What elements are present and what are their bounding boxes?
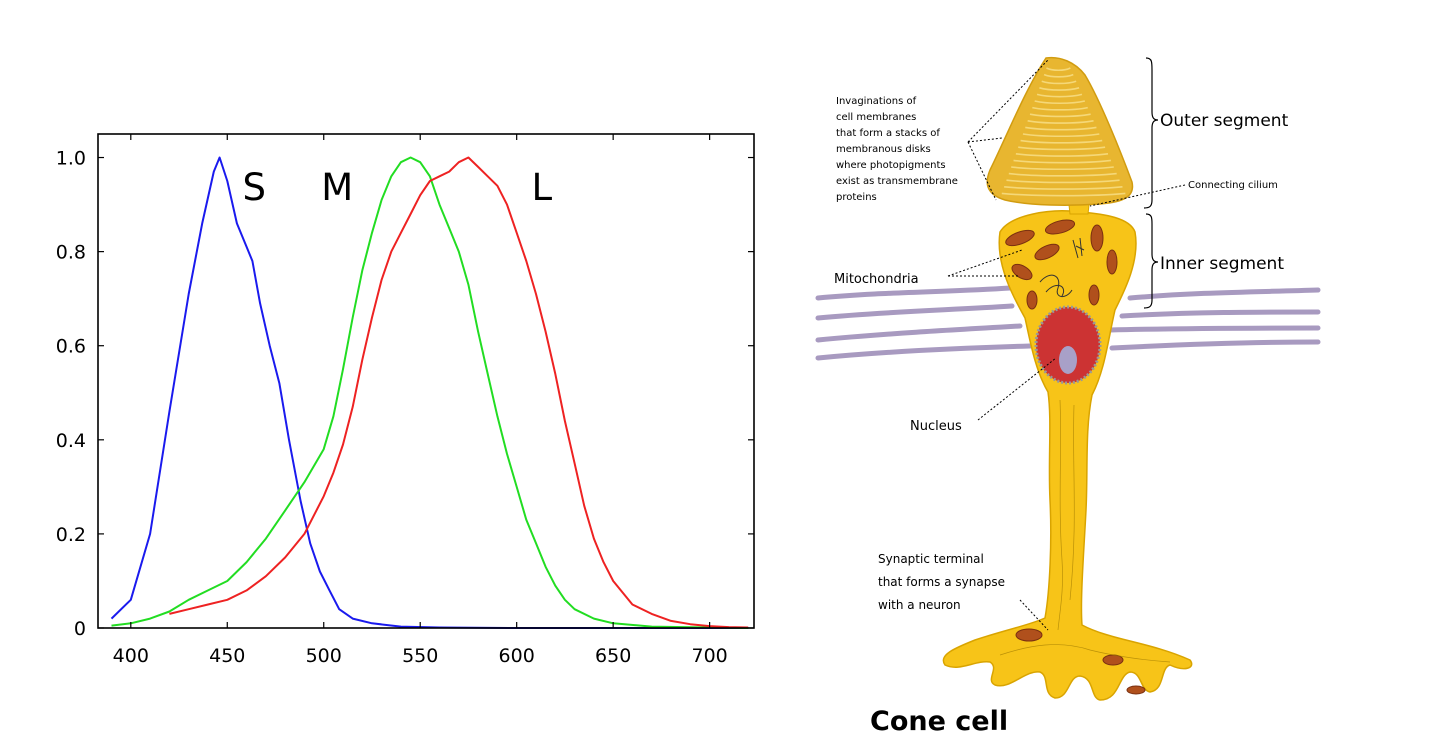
membranous-disk [1041,80,1077,85]
membranous-disk [1034,100,1086,105]
leader-lines [947,59,1186,631]
nucleus-membrane [1034,305,1102,385]
mitochondrion [1015,628,1043,642]
cone-cell-title: Cone cell [870,706,1008,737]
inner-segment-label: Inner segment [1160,254,1284,274]
x-tick-label: 600 [499,645,535,667]
mitochondrion [1034,243,1060,261]
mitochondrion [1088,284,1100,306]
outer-segment-label: Outer segment [1160,111,1289,131]
series-line-s [110,156,749,629]
nucleus-label: Nucleus [910,419,962,434]
mitochondria-label: Mitochondria [834,272,919,287]
synaptic-terminal-label: Synaptic terminal that forms a synapse w… [878,552,1009,612]
plot-frame [97,133,755,629]
mitochondrion [1106,249,1118,275]
membranous-disk [1018,146,1106,151]
membranous-disk [1008,172,1117,177]
series-label-l: L [531,166,552,209]
cell-body [942,210,1193,701]
membranous-disk [1027,120,1094,124]
y-tick-label: 0.6 [56,336,86,358]
y-tick-label: 0.2 [56,524,86,546]
membranous-disk [1036,93,1083,98]
golgi-apparatus [1039,237,1085,297]
cone-labels: Invaginations of cell membranes that for… [834,96,1289,737]
membranous-disk [1015,153,1109,157]
membranous-disk [1013,159,1111,164]
series-label-m: M [321,166,353,209]
membranous-disk [1025,126,1097,131]
x-tick-label: 400 [113,645,149,667]
membranous-disk [1046,67,1071,72]
connecting-cilium-label: Connecting cilium [1188,180,1278,191]
y-tick-label: 0.4 [56,430,86,452]
x-tick-label: 500 [306,645,342,667]
membranous-disk [1032,106,1088,111]
membranous-disk [1004,186,1123,190]
membranous-disk [1020,139,1103,144]
spectral-sensitivity-chart: 400 450 500 550 600 650 700 0 0.2 0.4 0.6 0.8 1.0 S M… [56,133,755,667]
axon-texture [999,399,1171,663]
x-tick-label: 550 [402,645,438,667]
membranous-disk [1011,166,1114,171]
nucleolus [1059,346,1077,374]
x-tick-label: 700 [691,645,727,667]
mitochondrion [1044,219,1076,235]
y-tick-label: 1.0 [56,148,86,170]
cone-cell-diagram: Invaginations of cell membranes that for… [815,56,1321,737]
invaginations-label: Invaginations of cell membranes that for… [836,96,961,203]
y-tick-label: 0 [74,618,86,640]
x-tick-label: 450 [209,645,245,667]
membranous-disk [1039,87,1080,91]
y-tick-label: 0.8 [56,242,86,264]
membranous-disk [1022,133,1100,138]
mitochondrion [1126,685,1146,695]
series-label-s: S [243,166,267,209]
mitochondrion [1005,229,1035,247]
series-line-l [169,156,749,629]
inner-segment-brace [1143,213,1159,309]
outer-segment-brace [1143,57,1159,209]
membranous-disks [1001,67,1126,197]
membranous-disk [1006,179,1120,184]
mitochondrion [1090,224,1104,252]
series-layer [110,156,749,629]
membranous-disk [1029,113,1091,118]
mitochondrion [1026,290,1038,310]
series-line-m [111,156,749,629]
membranous-disk [1001,192,1126,197]
neighbor-membranes [815,285,1321,361]
x-tick-label: 650 [595,645,631,667]
ticks-layer: 400 450 500 550 600 650 700 0 0.2 0.4 0.6 0.8 1.0 [56,134,754,667]
membranous-disk [1043,73,1074,78]
